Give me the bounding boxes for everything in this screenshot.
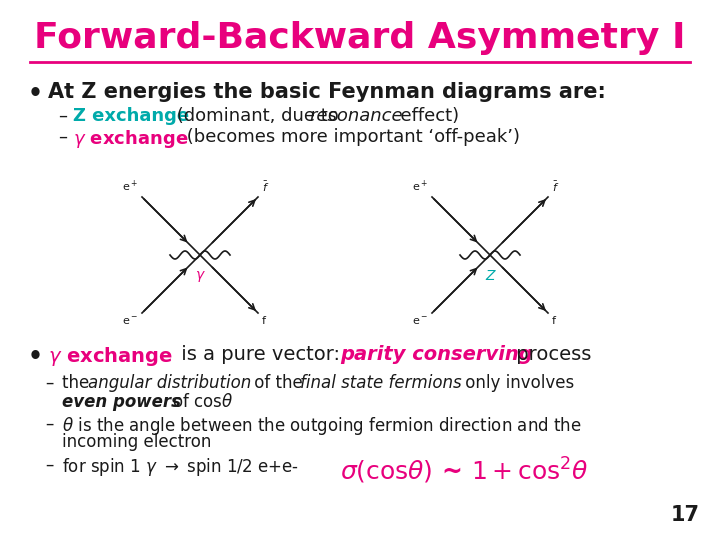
Text: of cos$\theta$: of cos$\theta$ xyxy=(167,393,233,411)
Text: (becomes more important ‘off-peak’): (becomes more important ‘off-peak’) xyxy=(181,128,520,146)
Text: the: the xyxy=(62,374,94,392)
Text: e$^+$: e$^+$ xyxy=(122,179,138,194)
Text: $\gamma$: $\gamma$ xyxy=(194,269,205,284)
Text: $\gamma$ exchange: $\gamma$ exchange xyxy=(48,345,173,368)
Text: Forward-Backward Asymmetry I: Forward-Backward Asymmetry I xyxy=(35,21,685,55)
Text: $\sigma(\mathrm{cos}\theta)$ ~ $1 + \mathrm{cos}^2\theta$: $\sigma(\mathrm{cos}\theta)$ ~ $1 + \mat… xyxy=(340,456,589,486)
Text: At Z energies the basic Feynman diagrams are:: At Z energies the basic Feynman diagrams… xyxy=(48,82,606,102)
Text: incoming electron: incoming electron xyxy=(62,433,212,451)
Text: final state fermions: final state fermions xyxy=(300,374,462,392)
Text: Z: Z xyxy=(485,269,495,283)
Text: angular distribution: angular distribution xyxy=(88,374,251,392)
Text: –: – xyxy=(58,107,67,125)
Text: $\bar{f}$: $\bar{f}$ xyxy=(262,180,269,194)
Text: e$^-$: e$^-$ xyxy=(412,316,428,327)
Text: e$^-$: e$^-$ xyxy=(122,316,138,327)
Text: $\theta$ is the angle between the outgoing fermion direction and the: $\theta$ is the angle between the outgoi… xyxy=(62,415,582,437)
Text: •: • xyxy=(28,82,43,106)
Text: resonance: resonance xyxy=(309,107,402,125)
Text: $\gamma$ exchange: $\gamma$ exchange xyxy=(73,128,189,150)
Text: only involves: only involves xyxy=(460,374,575,392)
Text: –: – xyxy=(45,456,53,474)
Text: •: • xyxy=(28,345,43,369)
Text: process: process xyxy=(510,345,591,364)
Text: effect): effect) xyxy=(389,107,459,125)
Text: –: – xyxy=(45,374,53,392)
Text: –: – xyxy=(45,415,53,433)
Text: –: – xyxy=(58,128,67,146)
Text: e$^+$: e$^+$ xyxy=(412,179,428,194)
Text: f: f xyxy=(552,316,556,326)
Text: $\bar{f}$: $\bar{f}$ xyxy=(552,180,559,194)
Text: parity conserving: parity conserving xyxy=(340,345,533,364)
Text: is a pure vector:: is a pure vector: xyxy=(175,345,346,364)
Text: Z exchange: Z exchange xyxy=(73,107,189,125)
Text: (dominant, due to: (dominant, due to xyxy=(171,107,344,125)
Text: even powers: even powers xyxy=(62,393,181,411)
Text: 17: 17 xyxy=(671,505,700,525)
Text: for spin 1 $\gamma$ $\rightarrow$ spin 1/2 e+e-: for spin 1 $\gamma$ $\rightarrow$ spin 1… xyxy=(62,456,299,478)
Text: f: f xyxy=(262,316,266,326)
Text: of the: of the xyxy=(249,374,308,392)
